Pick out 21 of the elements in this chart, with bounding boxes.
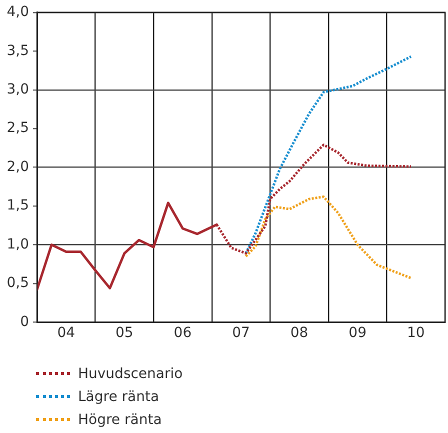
x-tick-label: 09 [348, 325, 366, 342]
y-tick-label: 0,5 [6, 275, 29, 292]
line-series [244, 55, 412, 255]
x-tick-label: 10 [406, 325, 425, 342]
line-series [244, 195, 412, 280]
y-tick-label: 3,0 [6, 81, 29, 98]
y-tick-label: 0 [20, 314, 29, 330]
x-tick-label: 08 [290, 325, 308, 342]
legend-label: Huvudscenario [78, 366, 183, 382]
y-tick-label: 4,0 [6, 4, 29, 20]
y-tick-label: 1,5 [6, 198, 29, 214]
legend-label: Högre ränta [78, 412, 162, 428]
y-tick-label: 3,5 [6, 42, 29, 59]
y-tick-label: 1,0 [6, 236, 29, 252]
x-tick-label: 05 [116, 325, 134, 342]
x-tick-label: 06 [174, 325, 192, 342]
legend-label: Lägre ränta [78, 388, 160, 404]
x-tick-label: 07 [232, 325, 250, 342]
y-tick-label: 2,5 [6, 120, 29, 136]
x-tick-label: 04 [57, 325, 76, 342]
y-tick-label: 2,0 [6, 158, 29, 175]
